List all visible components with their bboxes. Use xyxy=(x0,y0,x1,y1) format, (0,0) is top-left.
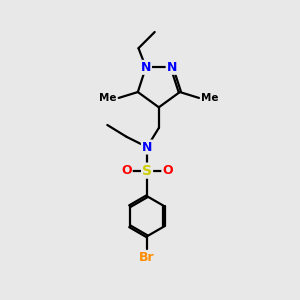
Text: N: N xyxy=(167,61,177,74)
Text: Me: Me xyxy=(201,93,219,103)
Text: Me: Me xyxy=(99,93,116,103)
Text: N: N xyxy=(141,61,151,74)
Text: Br: Br xyxy=(139,251,155,264)
Text: S: S xyxy=(142,164,152,178)
Text: O: O xyxy=(121,164,132,177)
Text: N: N xyxy=(142,141,152,154)
Text: O: O xyxy=(162,164,173,177)
